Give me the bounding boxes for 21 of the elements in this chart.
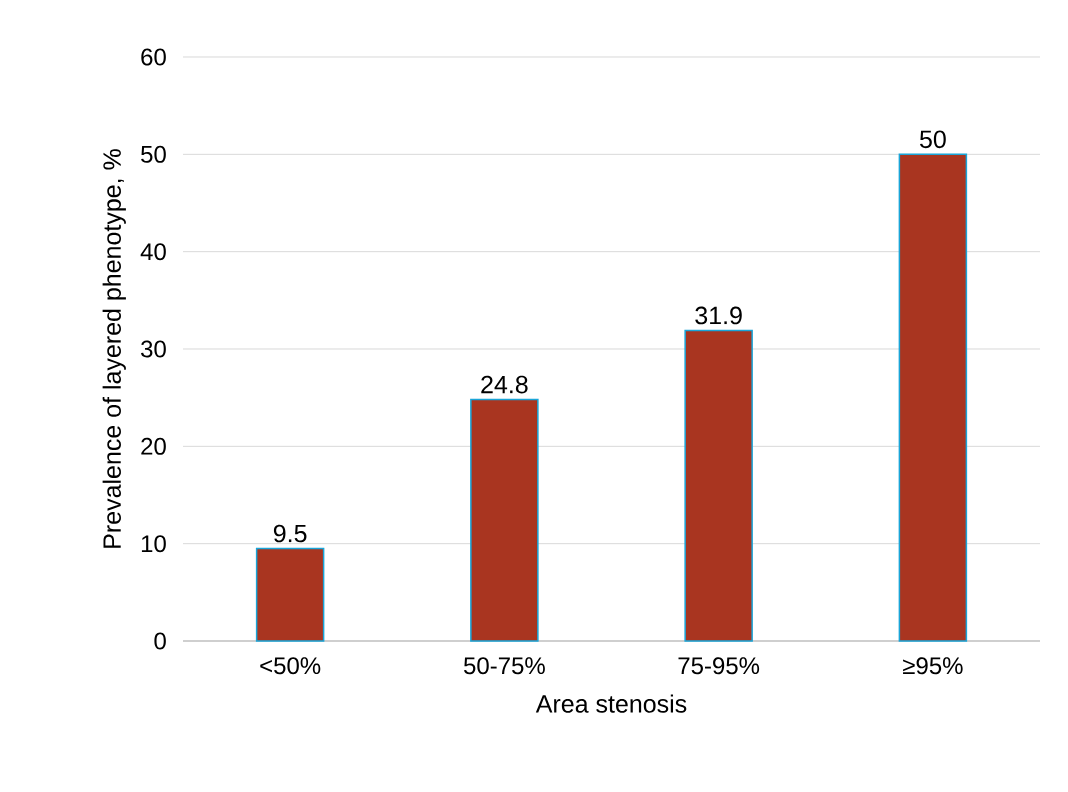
y-tick-label: 20	[141, 437, 166, 455]
x-tick-label: <50%	[260, 657, 321, 675]
y-tick-label: 60	[141, 48, 166, 66]
data-label: 9.5	[273, 524, 307, 543]
y-tick-label: 10	[141, 535, 166, 553]
y-tick-label: 50	[141, 145, 166, 163]
data-label: 24.8	[481, 375, 528, 394]
x-tick-label: 75-95%	[678, 657, 760, 675]
bar	[898, 153, 968, 642]
x-axis-title: Area stenosis	[535, 694, 687, 713]
data-label: 50	[919, 130, 946, 149]
y-tick-label: 30	[141, 340, 166, 358]
data-label: 31.9	[695, 306, 742, 325]
bar	[684, 329, 753, 642]
x-tick-label: 50-75%	[463, 657, 545, 675]
y-tick-label: 40	[140, 243, 166, 261]
y-axis-title: Prevalence of layered phenotype, %	[102, 149, 126, 548]
bar	[255, 547, 325, 642]
bar	[470, 398, 539, 642]
y-tick-label: 0	[154, 632, 166, 650]
x-tick-label: ≥95%	[903, 657, 963, 675]
